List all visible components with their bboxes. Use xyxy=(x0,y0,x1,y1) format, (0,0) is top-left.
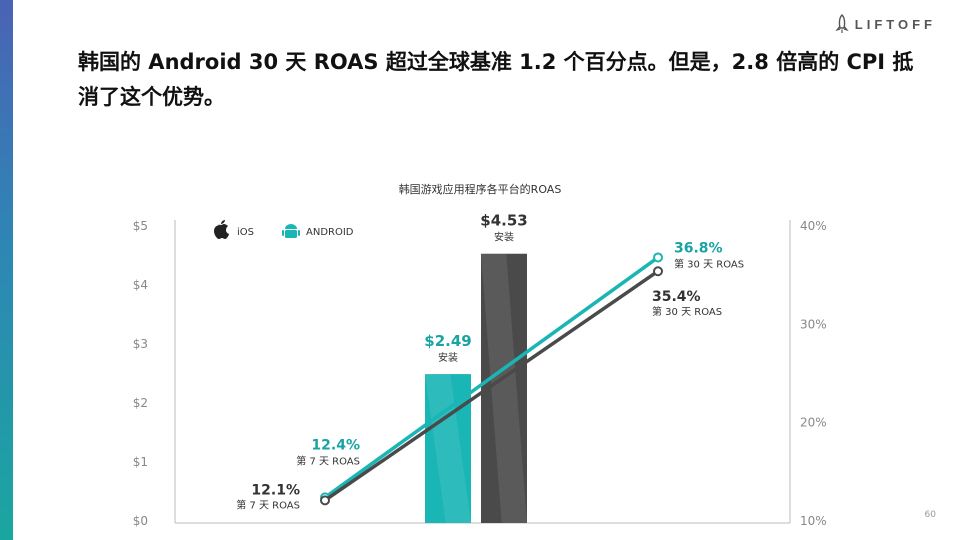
bar-value-label: $4.53 xyxy=(480,212,527,230)
line-ios xyxy=(324,269,659,502)
left-tick-label: $5 xyxy=(133,219,148,233)
android-icon xyxy=(285,224,297,229)
left-tick-label: $2 xyxy=(133,396,148,410)
left-tick-label: $1 xyxy=(133,455,148,469)
android-icon-arm xyxy=(282,230,284,236)
line-value-label: 35.4% xyxy=(652,289,701,305)
apple-icon xyxy=(214,220,229,239)
line-sublabel: 第 30 天 ROAS xyxy=(652,305,722,318)
page-number: 60 xyxy=(924,510,936,520)
line-sublabel: 第 7 天 ROAS xyxy=(296,454,360,467)
bar-shading xyxy=(481,253,527,524)
line-value-label: 12.4% xyxy=(311,437,360,453)
bar-sublabel: 安装 xyxy=(438,351,458,364)
line-value-label: 12.1% xyxy=(251,482,300,498)
left-tick-label: $3 xyxy=(133,337,148,351)
right-tick-label: 40% xyxy=(800,219,827,233)
left-tick-label: $4 xyxy=(133,278,148,292)
line-android xyxy=(323,256,660,499)
line-point xyxy=(653,266,663,277)
rocket-icon xyxy=(835,14,849,33)
line-sublabel: 第 30 天 ROAS xyxy=(674,257,744,270)
right-tick-label: 20% xyxy=(800,416,827,430)
page-title: 韩国的 Android 30 天 ROAS 超过全球基准 1.2 个百分点。但是… xyxy=(78,50,914,109)
bar-shading xyxy=(425,374,471,523)
legend-label-android: ANDROID xyxy=(306,227,354,238)
bar-value-label: $2.49 xyxy=(424,332,471,350)
legend-label-ios: iOS xyxy=(237,227,254,238)
liftoff-logo: LIFTOFF xyxy=(835,14,936,34)
chart-title: 韩国游戏应用程序各平台的ROAS xyxy=(398,183,562,196)
android-icon-arm xyxy=(298,230,300,236)
left-tick-label: $0 xyxy=(133,514,148,528)
bar-sublabel: 安装 xyxy=(494,231,514,244)
line-sublabel: 第 7 天 ROAS xyxy=(236,498,300,511)
line-point xyxy=(320,495,330,506)
line-point xyxy=(653,252,663,263)
brand-name: LIFTOFF xyxy=(854,16,936,32)
line-value-label: 36.8% xyxy=(674,240,723,256)
android-icon-body xyxy=(285,230,297,238)
right-tick-label: 10% xyxy=(800,514,827,528)
left-accent-bar xyxy=(0,0,13,540)
right-tick-label: 30% xyxy=(800,317,827,331)
